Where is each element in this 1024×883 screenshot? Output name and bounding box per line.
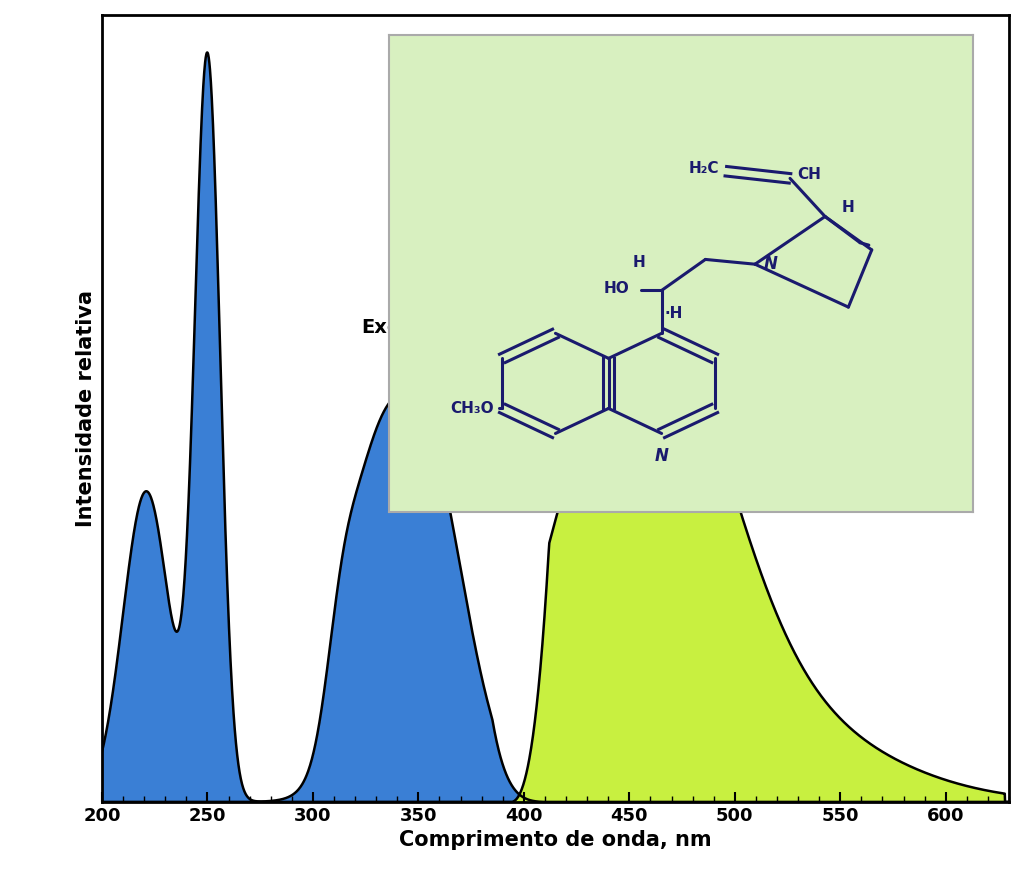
Text: H₂C: H₂C — [688, 162, 719, 177]
Text: H: H — [842, 200, 854, 215]
X-axis label: Comprimento de onda, nm: Comprimento de onda, nm — [399, 830, 712, 850]
Text: Emissão: Emissão — [665, 318, 755, 337]
Text: CH₃O: CH₃O — [450, 401, 494, 416]
Text: HO: HO — [604, 281, 630, 296]
Y-axis label: Intensidade relativa: Intensidade relativa — [77, 290, 96, 527]
Text: Excitação: Excitação — [361, 318, 467, 337]
Text: N: N — [654, 447, 669, 464]
Text: N: N — [764, 255, 777, 273]
Text: CH: CH — [797, 167, 821, 182]
Text: H: H — [633, 255, 646, 270]
Text: ·H: ·H — [665, 306, 683, 321]
